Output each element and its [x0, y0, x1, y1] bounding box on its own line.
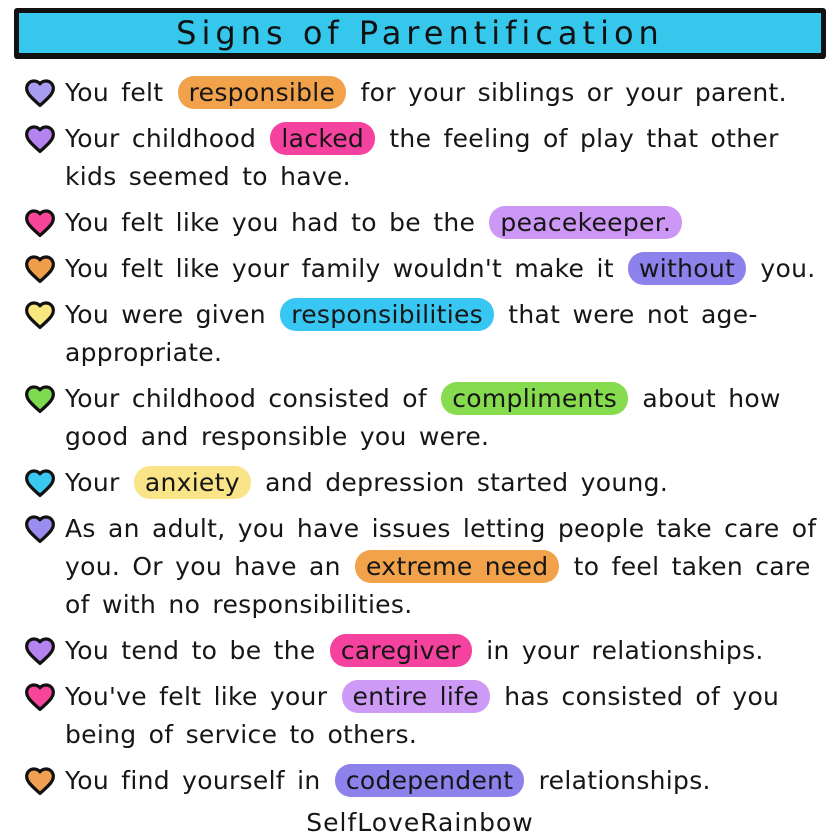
item-text-pre: You tend to be the [65, 636, 316, 665]
heart-icon [24, 299, 56, 331]
list-item: Your anxiety and depression started youn… [24, 464, 822, 502]
item-text: You felt like you had to be the peacekee… [65, 204, 822, 242]
list-item: You felt like your family wouldn't make … [24, 250, 822, 288]
list-item: Your childhood lacked the feeling of pla… [24, 120, 822, 196]
heart-shape [25, 385, 55, 414]
heart-shape [25, 79, 55, 108]
item-text-post: in your relationships. [486, 636, 764, 665]
item-text-pre: You felt like you had to be the [65, 208, 476, 237]
item-text-post: has consisted of you being of service to… [65, 682, 780, 749]
item-text: You've felt like your entire life has co… [65, 678, 822, 754]
highlighted-word: peacekeeper. [489, 206, 683, 239]
page-title: Signs of Parentification [176, 14, 664, 52]
highlighted-word: anxiety [133, 466, 251, 499]
highlighted-word: compliments [441, 382, 629, 415]
list-item: You were given responsibilities that wer… [24, 296, 822, 372]
item-text: You find yourself in codependent relatio… [65, 762, 822, 800]
item-text: As an adult, you have issues letting peo… [65, 510, 822, 624]
heart-icon [24, 681, 56, 713]
item-text-pre: Your childhood [65, 124, 257, 153]
heart-icon [24, 123, 56, 155]
highlighted-word: codependent [334, 764, 525, 797]
heart-icon [24, 635, 56, 667]
heart-icon [24, 77, 56, 109]
heart-shape [25, 125, 55, 154]
heart-shape [25, 255, 55, 284]
item-text-pre: You felt [65, 78, 164, 107]
heart-shape [25, 469, 55, 498]
heart-icon [24, 467, 56, 499]
item-text-post: for your siblings or your parent. [360, 78, 787, 107]
list-item: You felt responsible for your siblings o… [24, 74, 822, 112]
item-text: Your childhood consisted of compliments … [65, 380, 822, 456]
item-text-pre: You've felt like your [65, 682, 328, 711]
heart-icon [24, 513, 56, 545]
highlighted-word: entire life [341, 680, 490, 713]
heart-icon [24, 765, 56, 797]
item-text-post: about how good and responsible you were. [65, 384, 781, 451]
heart-shape [25, 515, 55, 544]
item-text-post: the feeling of play that other kids seem… [65, 124, 779, 191]
heart-shape [25, 683, 55, 712]
item-text: Your anxiety and depression started youn… [65, 464, 822, 502]
item-text-post: to feel taken care of with no responsibi… [65, 552, 811, 619]
highlighted-word: responsibilities [280, 298, 494, 331]
highlighted-word: caregiver [329, 634, 472, 667]
item-text-pre: You felt like your family wouldn't make … [65, 254, 614, 283]
item-text-pre: Your [65, 468, 120, 497]
item-text-post: and depression started young. [265, 468, 669, 497]
heart-shape [25, 301, 55, 330]
highlighted-word: without [628, 252, 747, 285]
item-text: You were given responsibilities that wer… [65, 296, 822, 372]
list-item: You find yourself in codependent relatio… [24, 762, 822, 800]
item-text-pre: You were given [65, 300, 266, 329]
heart-icon [24, 207, 56, 239]
item-text-pre: As an adult, you have issues letting peo… [65, 514, 817, 581]
heart-icon [24, 383, 56, 415]
item-text: Your childhood lacked the feeling of pla… [65, 120, 822, 196]
credit-text: SelfLoveRainbow [306, 808, 534, 837]
list-item: You've felt like your entire life has co… [24, 678, 822, 754]
list-item: As an adult, you have issues letting peo… [24, 510, 822, 624]
heart-icon [24, 253, 56, 285]
item-text-pre: Your childhood consisted of [65, 384, 427, 413]
heart-shape [25, 637, 55, 666]
signs-list: You felt responsible for your siblings o… [14, 74, 826, 800]
item-text: You felt responsible for your siblings o… [65, 74, 822, 112]
highlighted-word: lacked [270, 122, 376, 155]
list-item: Your childhood consisted of compliments … [24, 380, 822, 456]
item-text-post: relationships. [538, 766, 711, 795]
item-text-pre: You find yourself in [65, 766, 321, 795]
highlighted-word: extreme need [355, 550, 560, 583]
item-text: You felt like your family wouldn't make … [65, 250, 822, 288]
item-text-post: you. [760, 254, 816, 283]
highlighted-word: responsible [177, 76, 347, 109]
list-item: You tend to be the caregiver in your rel… [24, 632, 822, 670]
heart-shape [25, 209, 55, 238]
heart-shape [25, 767, 55, 796]
item-text: You tend to be the caregiver in your rel… [65, 632, 822, 670]
list-item: You felt like you had to be the peacekee… [24, 204, 822, 242]
item-text-post: that were not age-appropriate. [65, 300, 758, 367]
title-banner: Signs of Parentification [14, 8, 826, 58]
